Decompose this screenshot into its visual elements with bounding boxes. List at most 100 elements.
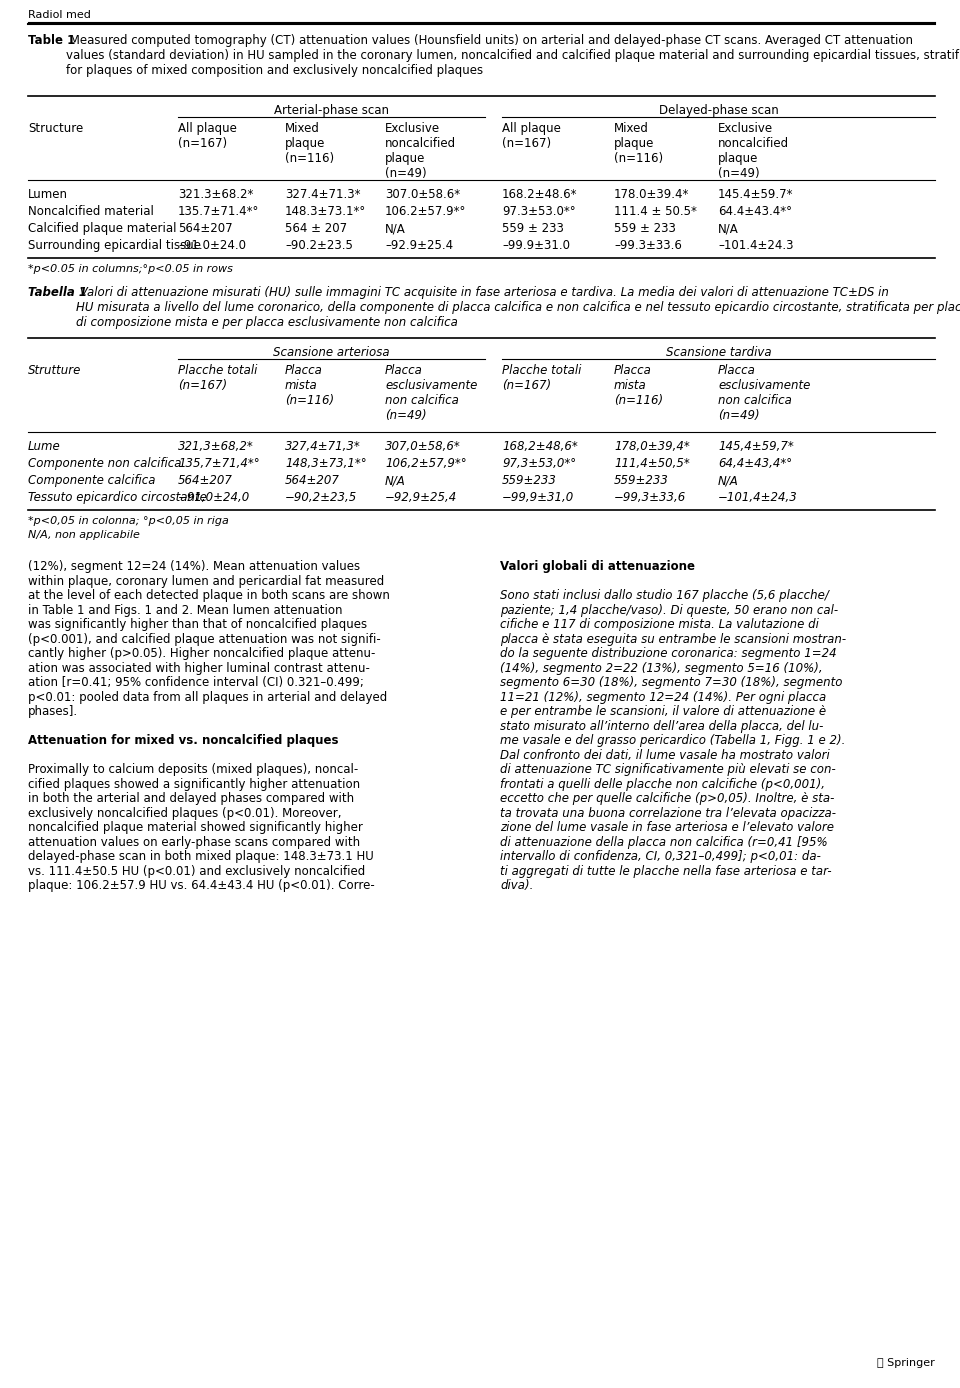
Text: Table 1: Table 1 xyxy=(28,33,75,47)
Text: 148,3±73,1*°: 148,3±73,1*° xyxy=(285,457,367,471)
Text: cified plaques showed a significantly higher attenuation: cified plaques showed a significantly hi… xyxy=(28,777,360,791)
Text: Placca
mista
(n=116): Placca mista (n=116) xyxy=(285,364,334,407)
Text: 97.3±53.0*°: 97.3±53.0*° xyxy=(502,205,576,218)
Text: Radiol med: Radiol med xyxy=(28,10,91,19)
Text: paziente; 1,4 placche/vaso). Di queste, 50 erano non cal-: paziente; 1,4 placche/vaso). Di queste, … xyxy=(500,604,838,616)
Text: 111,4±50,5*: 111,4±50,5* xyxy=(614,457,689,471)
Text: 178.0±39.4*: 178.0±39.4* xyxy=(614,187,689,201)
Text: Componente non calcifica: Componente non calcifica xyxy=(28,457,181,471)
Text: 64,4±43,4*°: 64,4±43,4*° xyxy=(718,457,792,471)
Text: Mixed
plaque
(n=116): Mixed plaque (n=116) xyxy=(614,122,663,165)
Text: 106,2±57,9*°: 106,2±57,9*° xyxy=(385,457,467,471)
Text: Placche totali
(n=167): Placche totali (n=167) xyxy=(502,364,582,391)
Text: 168,2±48,6*: 168,2±48,6* xyxy=(502,440,578,452)
Text: ti aggregati di tutte le placche nella fase arteriosa e tar-: ti aggregati di tutte le placche nella f… xyxy=(500,865,831,877)
Text: attenuation values on early-phase scans compared with: attenuation values on early-phase scans … xyxy=(28,836,360,848)
Text: Tessuto epicardico circostante: Tessuto epicardico circostante xyxy=(28,491,206,504)
Text: 559 ± 233: 559 ± 233 xyxy=(502,222,564,235)
Text: Valori globali di attenuazione: Valori globali di attenuazione xyxy=(500,559,695,573)
Text: 64.4±43.4*°: 64.4±43.4*° xyxy=(718,205,792,218)
Text: noncalcified plaque material showed significantly higher: noncalcified plaque material showed sign… xyxy=(28,820,363,834)
Text: delayed-phase scan in both mixed plaque: 148.3±73.1 HU: delayed-phase scan in both mixed plaque:… xyxy=(28,849,373,863)
Text: (14%), segmento 2=22 (13%), segmento 5=16 (10%),: (14%), segmento 2=22 (13%), segmento 5=1… xyxy=(500,662,823,675)
Text: 559 ± 233: 559 ± 233 xyxy=(614,222,676,235)
Text: Proximally to calcium deposits (mixed plaques), noncal-: Proximally to calcium deposits (mixed pl… xyxy=(28,763,358,776)
Text: −99,9±31,0: −99,9±31,0 xyxy=(502,491,574,504)
Text: Measured computed tomography (CT) attenuation values (Hounsfield units) on arter: Measured computed tomography (CT) attenu… xyxy=(66,33,960,76)
Text: placca è stata eseguita su entrambe le scansioni mostran-: placca è stata eseguita su entrambe le s… xyxy=(500,633,846,645)
Text: Lumen: Lumen xyxy=(28,187,68,201)
Text: 564±207: 564±207 xyxy=(178,222,232,235)
Text: All plaque
(n=167): All plaque (n=167) xyxy=(502,122,561,150)
Text: Surrounding epicardial tissue: Surrounding epicardial tissue xyxy=(28,239,201,253)
Text: in both the arterial and delayed phases compared with: in both the arterial and delayed phases … xyxy=(28,793,354,805)
Text: Arterial-phase scan: Arterial-phase scan xyxy=(274,104,389,117)
Text: N/A: N/A xyxy=(718,222,739,235)
Text: zione del lume vasale in fase arteriosa e l’elevato valore: zione del lume vasale in fase arteriosa … xyxy=(500,820,834,834)
Text: ta trovata una buona correlazione tra l’elevata opacizza-: ta trovata una buona correlazione tra l’… xyxy=(500,806,836,819)
Text: 97,3±53,0*°: 97,3±53,0*° xyxy=(502,457,576,471)
Text: *p<0,05 in colonna; °p<0,05 in riga: *p<0,05 in colonna; °p<0,05 in riga xyxy=(28,516,228,526)
Text: –91.0±24.0: –91.0±24.0 xyxy=(178,239,246,253)
Text: Ⓢ Springer: Ⓢ Springer xyxy=(877,1357,935,1369)
Text: 11=21 (12%), segmento 12=24 (14%). Per ogni placca: 11=21 (12%), segmento 12=24 (14%). Per o… xyxy=(500,690,827,704)
Text: Tabella 1: Tabella 1 xyxy=(28,286,87,298)
Text: 564±207: 564±207 xyxy=(178,473,233,487)
Text: 327,4±71,3*: 327,4±71,3* xyxy=(285,440,361,452)
Text: 111.4 ± 50.5*: 111.4 ± 50.5* xyxy=(614,205,697,218)
Text: Noncalcified material: Noncalcified material xyxy=(28,205,154,218)
Text: vs. 111.4±50.5 HU (p<0.01) and exclusively noncalcified: vs. 111.4±50.5 HU (p<0.01) and exclusive… xyxy=(28,865,365,877)
Text: 559±233: 559±233 xyxy=(502,473,557,487)
Text: phases].: phases]. xyxy=(28,705,78,718)
Text: di attenuazione della placca non calcifica (r=0,41 [95%: di attenuazione della placca non calcifi… xyxy=(500,836,828,848)
Text: 106.2±57.9*°: 106.2±57.9*° xyxy=(385,205,467,218)
Text: Calcified plaque material: Calcified plaque material xyxy=(28,222,177,235)
Text: plaque: 106.2±57.9 HU vs. 64.4±43.4 HU (p<0.01). Corre-: plaque: 106.2±57.9 HU vs. 64.4±43.4 HU (… xyxy=(28,879,374,892)
Text: N/A: N/A xyxy=(385,222,406,235)
Text: 321,3±68,2*: 321,3±68,2* xyxy=(178,440,253,452)
Text: Sono stati inclusi dallo studio 167 placche (5,6 placche/: Sono stati inclusi dallo studio 167 plac… xyxy=(500,589,828,602)
Text: di attenuazione TC significativamente più elevati se con-: di attenuazione TC significativamente pi… xyxy=(500,763,836,776)
Text: Dal confronto dei dati, il lume vasale ha mostrato valori: Dal confronto dei dati, il lume vasale h… xyxy=(500,748,829,762)
Text: Exclusive
noncalcified
plaque
(n=49): Exclusive noncalcified plaque (n=49) xyxy=(385,122,456,180)
Text: 135,7±71,4*°: 135,7±71,4*° xyxy=(178,457,259,471)
Text: intervallo di confidenza, CI, 0,321–0,499]; p<0,01: da-: intervallo di confidenza, CI, 0,321–0,49… xyxy=(500,849,821,863)
Text: Structure: Structure xyxy=(28,122,84,135)
Text: within plaque, coronary lumen and pericardial fat measured: within plaque, coronary lumen and perica… xyxy=(28,575,384,587)
Text: at the level of each detected plaque in both scans are shown: at the level of each detected plaque in … xyxy=(28,589,390,602)
Text: *p<0.05 in columns;°p<0.05 in rows: *p<0.05 in columns;°p<0.05 in rows xyxy=(28,264,233,273)
Text: −90,2±23,5: −90,2±23,5 xyxy=(285,491,357,504)
Text: −92,9±25,4: −92,9±25,4 xyxy=(385,491,457,504)
Text: diva).: diva). xyxy=(500,879,534,892)
Text: Placche totali
(n=167): Placche totali (n=167) xyxy=(178,364,257,391)
Text: exclusively noncalcified plaques (p<0.01). Moreover,: exclusively noncalcified plaques (p<0.01… xyxy=(28,806,342,819)
Text: Mixed
plaque
(n=116): Mixed plaque (n=116) xyxy=(285,122,334,165)
Text: 559±233: 559±233 xyxy=(614,473,669,487)
Text: 321.3±68.2*: 321.3±68.2* xyxy=(178,187,253,201)
Text: 327.4±71.3*: 327.4±71.3* xyxy=(285,187,361,201)
Text: N/A, non applicabile: N/A, non applicabile xyxy=(28,530,140,540)
Text: All plaque
(n=167): All plaque (n=167) xyxy=(178,122,237,150)
Text: Scansione arteriosa: Scansione arteriosa xyxy=(274,346,390,359)
Text: Placca
esclusivamente
non calcifica
(n=49): Placca esclusivamente non calcifica (n=4… xyxy=(385,364,477,422)
Text: Placca
mista
(n=116): Placca mista (n=116) xyxy=(614,364,663,407)
Text: Exclusive
noncalcified
plaque
(n=49): Exclusive noncalcified plaque (n=49) xyxy=(718,122,789,180)
Text: in Table 1 and Figs. 1 and 2. Mean lumen attenuation: in Table 1 and Figs. 1 and 2. Mean lumen… xyxy=(28,604,343,616)
Text: 307.0±58.6*: 307.0±58.6* xyxy=(385,187,460,201)
Text: Attenuation for mixed vs. noncalcified plaques: Attenuation for mixed vs. noncalcified p… xyxy=(28,734,339,747)
Text: Strutture: Strutture xyxy=(28,364,82,378)
Text: Lume: Lume xyxy=(28,440,60,452)
Text: p<0.01: pooled data from all plaques in arterial and delayed: p<0.01: pooled data from all plaques in … xyxy=(28,690,387,704)
Text: 135.7±71.4*°: 135.7±71.4*° xyxy=(178,205,259,218)
Text: (p<0.001), and calcified plaque attenuation was not signifi-: (p<0.001), and calcified plaque attenuat… xyxy=(28,633,381,645)
Text: –92.9±25.4: –92.9±25.4 xyxy=(385,239,453,253)
Text: –99.3±33.6: –99.3±33.6 xyxy=(614,239,682,253)
Text: 178,0±39,4*: 178,0±39,4* xyxy=(614,440,689,452)
Text: ation was associated with higher luminal contrast attenu-: ation was associated with higher luminal… xyxy=(28,662,370,675)
Text: 145.4±59.7*: 145.4±59.7* xyxy=(718,187,794,201)
Text: 564 ± 207: 564 ± 207 xyxy=(285,222,348,235)
Text: –99.9±31.0: –99.9±31.0 xyxy=(502,239,570,253)
Text: N/A: N/A xyxy=(718,473,739,487)
Text: 168.2±48.6*: 168.2±48.6* xyxy=(502,187,578,201)
Text: 307,0±58,6*: 307,0±58,6* xyxy=(385,440,461,452)
